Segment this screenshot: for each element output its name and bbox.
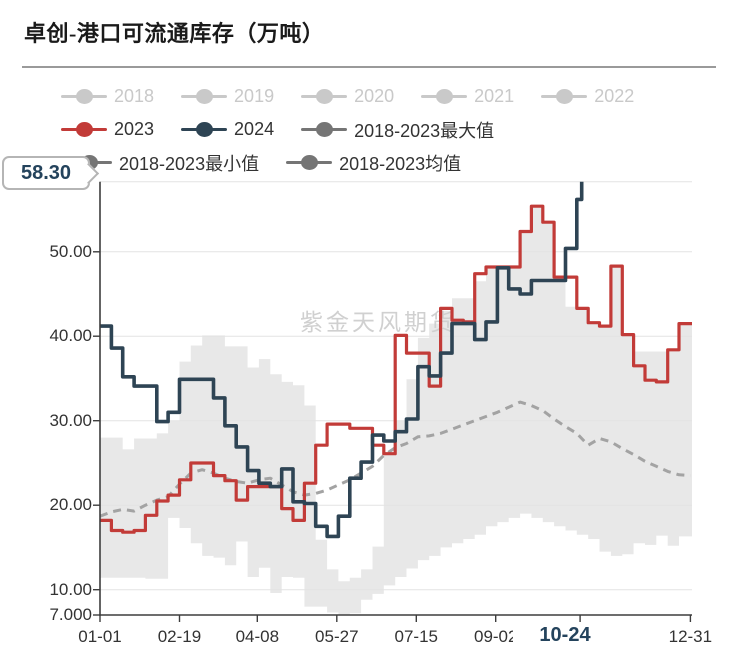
y-tick-label: 10.00: [49, 579, 92, 599]
legend-marker-icon: [61, 122, 107, 137]
legend-item-2024[interactable]: 2024: [181, 119, 274, 140]
legend-marker-icon: [301, 122, 348, 137]
x-tick-label: 12-31: [668, 627, 713, 646]
latest-value: 58.30: [20, 161, 72, 184]
legend-item-2022[interactable]: 2022: [541, 86, 634, 107]
y-tick-label: 30.00: [49, 410, 92, 430]
legend-item-2018[interactable]: 2018: [61, 86, 154, 107]
legend-dot-icon: [556, 89, 574, 104]
legend-item-label: 2021: [474, 86, 515, 106]
watermark: 紫金天风期货: [300, 309, 456, 335]
legend-dot-icon: [196, 89, 214, 104]
series-mean-line: [99, 400, 691, 518]
x-tick-label: 02-19: [157, 627, 202, 646]
legend-marker-icon: [286, 155, 333, 170]
x-tick-label: 05-27: [315, 627, 359, 646]
legend-dot-icon: [316, 89, 334, 104]
legend-dot-icon: [301, 155, 319, 170]
chart-legend: 2018 2019 2020 2021 2022 2023 2024 2018-2023最大值…: [0, 80, 737, 179]
legend-item-label: 2020: [354, 86, 395, 106]
x-axis-current-date: 10-24: [513, 624, 617, 647]
y-tick-label: 20.00: [49, 495, 92, 515]
page-title: 卓创-港口可流通库存（万吨）: [24, 21, 325, 46]
legend-marker-icon: [421, 89, 468, 104]
legend-marker-icon: [181, 89, 228, 104]
legend-item-label: 2024: [234, 119, 275, 139]
legend-row: 2023 2024 2018-2023最大值: [0, 113, 737, 146]
legend-dot-icon: [436, 89, 454, 104]
x-tick-label: 04-08: [235, 627, 280, 646]
legend-dot-icon: [196, 122, 214, 137]
y-tick-label: 40.00: [49, 326, 92, 346]
legend-dot-icon: [76, 122, 93, 137]
legend-item-2020[interactable]: 2020: [301, 86, 394, 107]
legend-marker-icon: [181, 122, 228, 137]
y-tick-label: 50.00: [49, 241, 92, 261]
latest-value-callout: 58.30: [2, 156, 90, 190]
title-divider: [22, 66, 716, 68]
legend-row: 2018-2023最小值 2018-2023均值: [0, 146, 737, 179]
legend-item-label: 2022: [594, 86, 635, 106]
legend-marker-icon: [61, 89, 107, 104]
x-tick-label: 09-02: [473, 627, 518, 646]
legend-item-label: 2023: [114, 119, 155, 139]
legend-item-label: 2018: [114, 86, 155, 106]
legend-item-label: 2018-2023最小值: [119, 153, 260, 174]
series-2024-line: [100, 181, 584, 539]
legend-dot-icon: [76, 89, 93, 104]
x-tick-label: 07-15: [394, 627, 438, 646]
legend-item-2019[interactable]: 2019: [181, 86, 274, 107]
x-tick-label: 01-01: [78, 627, 122, 646]
legend-item-2023[interactable]: 2023: [61, 119, 154, 140]
legend-marker-icon: [301, 89, 348, 104]
legend-item-2021[interactable]: 2021: [421, 86, 514, 107]
series-2023-line: [100, 204, 692, 534]
legend-dot-icon: [316, 122, 334, 137]
legend-item-label: 2018-2023均值: [339, 153, 462, 174]
min-max-band: [100, 206, 692, 615]
legend-item-label: 2019: [234, 86, 275, 106]
legend-marker-icon: [541, 89, 588, 104]
y-tick-label: 7.000: [49, 605, 92, 624]
legend-item-2018-2023最大值[interactable]: 2018-2023最大值: [301, 117, 494, 143]
legend-row: 2018 2019 2020 2021 2022: [0, 80, 737, 113]
legend-item-label: 2018-2023最大值: [354, 120, 495, 141]
legend-item-2018-2023均值[interactable]: 2018-2023均值: [286, 150, 461, 176]
